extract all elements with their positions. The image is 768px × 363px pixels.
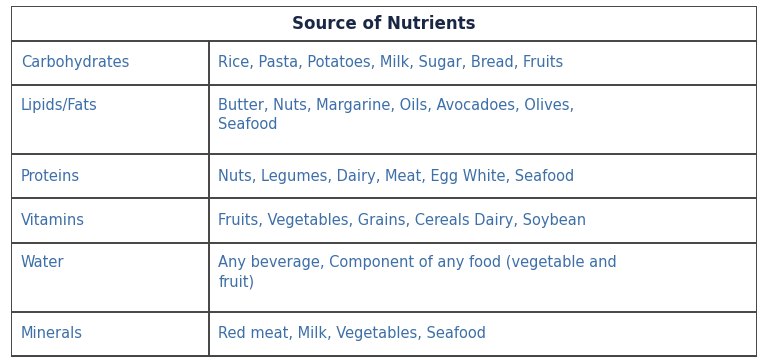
Bar xyxy=(12,85,756,154)
Text: Vitamins: Vitamins xyxy=(21,213,84,228)
Bar xyxy=(12,7,756,41)
Text: Proteins: Proteins xyxy=(21,169,80,184)
Bar xyxy=(12,198,756,242)
Text: Red meat, Milk, Vegetables, Seafood: Red meat, Milk, Vegetables, Seafood xyxy=(218,326,486,341)
Text: Fruits, Vegetables, Grains, Cereals Dairy, Soybean: Fruits, Vegetables, Grains, Cereals Dair… xyxy=(218,213,586,228)
Bar xyxy=(12,154,756,198)
Text: Minerals: Minerals xyxy=(21,326,83,341)
Text: Any beverage, Component of any food (vegetable and
fruit): Any beverage, Component of any food (veg… xyxy=(218,255,617,289)
Text: Source of Nutrients: Source of Nutrients xyxy=(293,15,475,33)
Text: Nuts, Legumes, Dairy, Meat, Egg White, Seafood: Nuts, Legumes, Dairy, Meat, Egg White, S… xyxy=(218,169,574,184)
Text: Carbohydrates: Carbohydrates xyxy=(21,56,129,70)
Text: Butter, Nuts, Margarine, Oils, Avocadoes, Olives,
Seafood: Butter, Nuts, Margarine, Oils, Avocadoes… xyxy=(218,98,574,132)
Text: Water: Water xyxy=(21,255,65,270)
Bar xyxy=(12,242,756,311)
Bar xyxy=(12,311,756,356)
Bar xyxy=(12,41,756,85)
Text: Rice, Pasta, Potatoes, Milk, Sugar, Bread, Fruits: Rice, Pasta, Potatoes, Milk, Sugar, Brea… xyxy=(218,56,564,70)
Text: Lipids/Fats: Lipids/Fats xyxy=(21,98,98,113)
